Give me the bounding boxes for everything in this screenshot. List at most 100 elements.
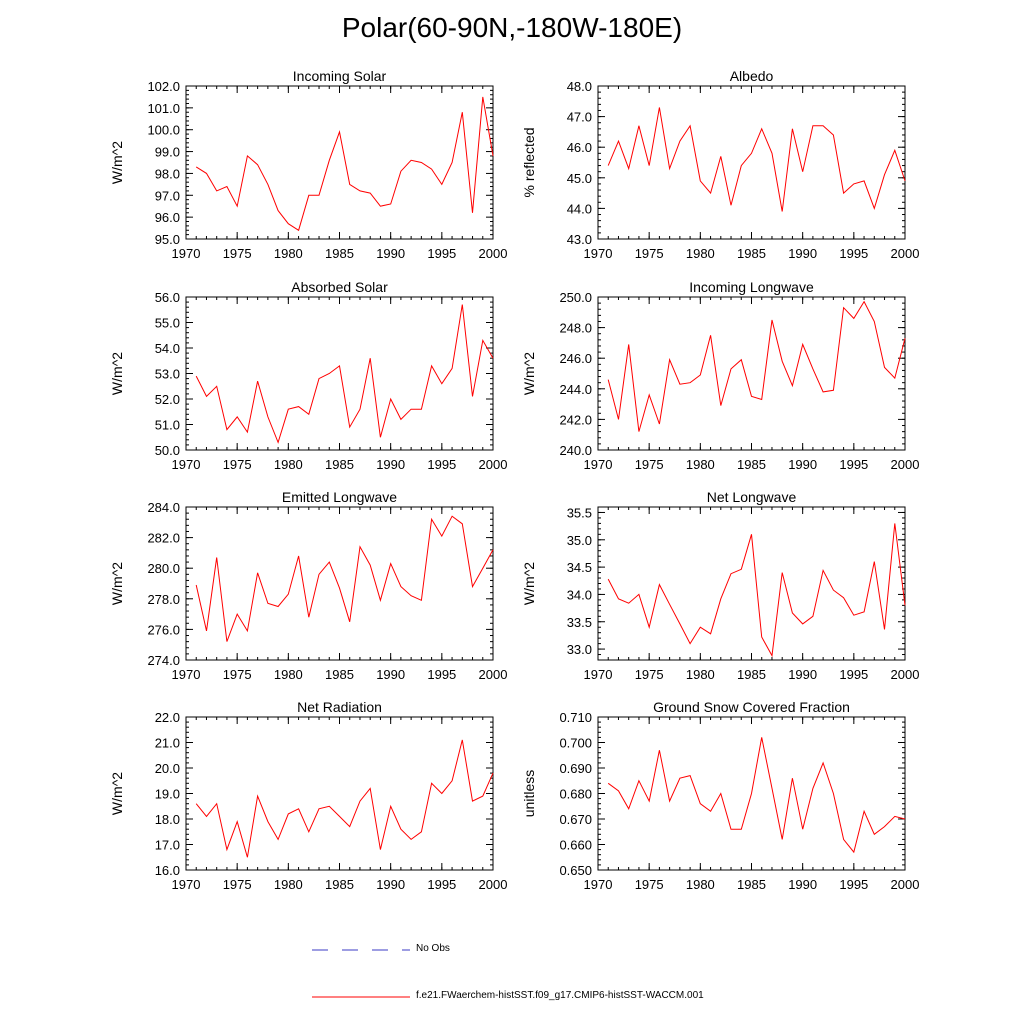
x-tick-label: 2000 [891, 246, 920, 261]
y-tick-label: 250.0 [559, 290, 592, 305]
x-tick-label: 1970 [172, 877, 201, 892]
y-tick-label: 100.0 [147, 123, 180, 138]
x-tick-label: 1995 [839, 457, 868, 472]
panel-title: Net Longwave [707, 489, 797, 505]
y-tick-label: 56.0 [155, 290, 180, 305]
series-line-0 [607, 523, 906, 658]
y-tick-label: 0.680 [559, 787, 592, 802]
x-tick-label: 1985 [325, 457, 354, 472]
y-tick-label: 43.0 [567, 232, 592, 247]
x-tick-label: 1995 [427, 877, 456, 892]
x-tick-label: 1970 [172, 667, 201, 682]
y-tick-label: 33.0 [567, 642, 592, 657]
x-tick-label: 1970 [172, 457, 201, 472]
y-tick-label: 99.0 [155, 145, 180, 160]
y-minor-ticks [186, 85, 493, 240]
y-tick-label: 17.0 [155, 838, 180, 853]
y-tick-label: 34.0 [567, 587, 592, 602]
series-line-0 [607, 737, 906, 854]
x-minor-ticks [185, 717, 494, 870]
x-tick-label: 1975 [635, 877, 664, 892]
y-tick-label: 20.0 [155, 761, 180, 776]
x-minor-ticks [185, 507, 494, 660]
x-tick-label: 1995 [839, 246, 868, 261]
y-tick-label: 53.0 [155, 367, 180, 382]
panel-0: Incoming Solar W/m^2 1970 1975 1980 1985 1990 1… [109, 68, 507, 261]
y-tick-label: 52.0 [155, 392, 180, 407]
y-axis-label: W/m^2 [521, 562, 537, 605]
y-tick-label: 282.0 [147, 531, 180, 546]
x-tick-label: 1985 [325, 877, 354, 892]
x-tick-label: 1975 [635, 667, 664, 682]
x-tick-label: 1980 [686, 246, 715, 261]
y-tick-label: 242.0 [559, 412, 592, 427]
y-tick-label: 46.0 [567, 140, 592, 155]
x-tick-label: 1970 [584, 667, 613, 682]
x-tick-label: 1975 [223, 667, 252, 682]
series-line-0 [195, 96, 494, 232]
y-tick-label: 0.670 [559, 812, 592, 827]
y-axis-label: W/m^2 [109, 352, 125, 395]
x-tick-label: 1980 [686, 667, 715, 682]
y-tick-label: 47.0 [567, 110, 592, 125]
panel-6: Net Radiation W/m^2 1970 1975 1980 1985 1990 19… [109, 699, 507, 892]
plot-frame [185, 85, 494, 240]
y-tick-label: 97.0 [155, 188, 180, 203]
x-tick-label: 2000 [479, 457, 508, 472]
panel-2: Absorbed Solar W/m^2 1970 1975 1980 1985 1990 1… [109, 279, 507, 472]
y-tick-label: 54.0 [155, 341, 180, 356]
y-tick-label: 0.690 [559, 761, 592, 776]
panel-title: Net Radiation [297, 699, 382, 715]
x-tick-label: 1970 [172, 246, 201, 261]
y-tick-label: 55.0 [155, 316, 180, 331]
y-minor-ticks [186, 506, 493, 661]
y-tick-label: 48.0 [567, 79, 592, 94]
x-tick-label: 1995 [839, 877, 868, 892]
y-tick-label: 284.0 [147, 500, 180, 515]
panel-title: Absorbed Solar [291, 279, 388, 295]
legend-obs-label: No Obs [416, 943, 450, 954]
series-line-0 [195, 304, 494, 444]
y-tick-label: 19.0 [155, 787, 180, 802]
x-tick-label: 1975 [223, 246, 252, 261]
x-tick-label: 2000 [891, 667, 920, 682]
y-tick-label: 18.0 [155, 812, 180, 827]
x-tick-label: 1990 [376, 667, 405, 682]
figure-title: Polar(60-90N,-180W-180E) [341, 12, 683, 43]
y-tick-label: 276.0 [147, 622, 180, 637]
y-tick-label: 98.0 [155, 166, 180, 181]
y-tick-label: 51.0 [155, 418, 180, 433]
y-minor-ticks [186, 716, 493, 871]
y-tick-label: 280.0 [147, 561, 180, 576]
x-tick-label: 1970 [584, 877, 613, 892]
x-tick-label: 1990 [376, 877, 405, 892]
panel-title: Incoming Solar [293, 68, 387, 84]
x-tick-label: 1990 [376, 246, 405, 261]
x-minor-ticks [597, 86, 906, 239]
y-minor-ticks [598, 506, 905, 661]
legend-obs-line [312, 949, 410, 951]
x-tick-label: 1990 [788, 877, 817, 892]
x-tick-label: 1970 [584, 246, 613, 261]
panel-5: Net Longwave W/m^2 1970 1975 1980 1985 1990 199… [521, 489, 919, 682]
x-tick-label: 2000 [891, 457, 920, 472]
x-tick-label: 1980 [274, 457, 303, 472]
x-tick-label: 1995 [839, 667, 868, 682]
x-minor-ticks [185, 86, 494, 239]
x-tick-label: 1995 [427, 457, 456, 472]
x-tick-label: 1970 [584, 457, 613, 472]
x-tick-label: 1980 [274, 877, 303, 892]
y-tick-label: 274.0 [147, 653, 180, 668]
x-tick-label: 1980 [686, 877, 715, 892]
x-tick-label: 1985 [325, 667, 354, 682]
y-axis-label: W/m^2 [109, 141, 125, 184]
y-tick-label: 21.0 [155, 736, 180, 751]
x-tick-label: 1975 [635, 246, 664, 261]
series-line-0 [607, 300, 906, 432]
x-tick-label: 1975 [223, 457, 252, 472]
y-minor-ticks [186, 296, 493, 451]
x-tick-label: 1995 [427, 246, 456, 261]
plot-frame [597, 296, 906, 451]
y-axis-label: unitless [521, 770, 537, 817]
legend-model-line [312, 996, 410, 998]
